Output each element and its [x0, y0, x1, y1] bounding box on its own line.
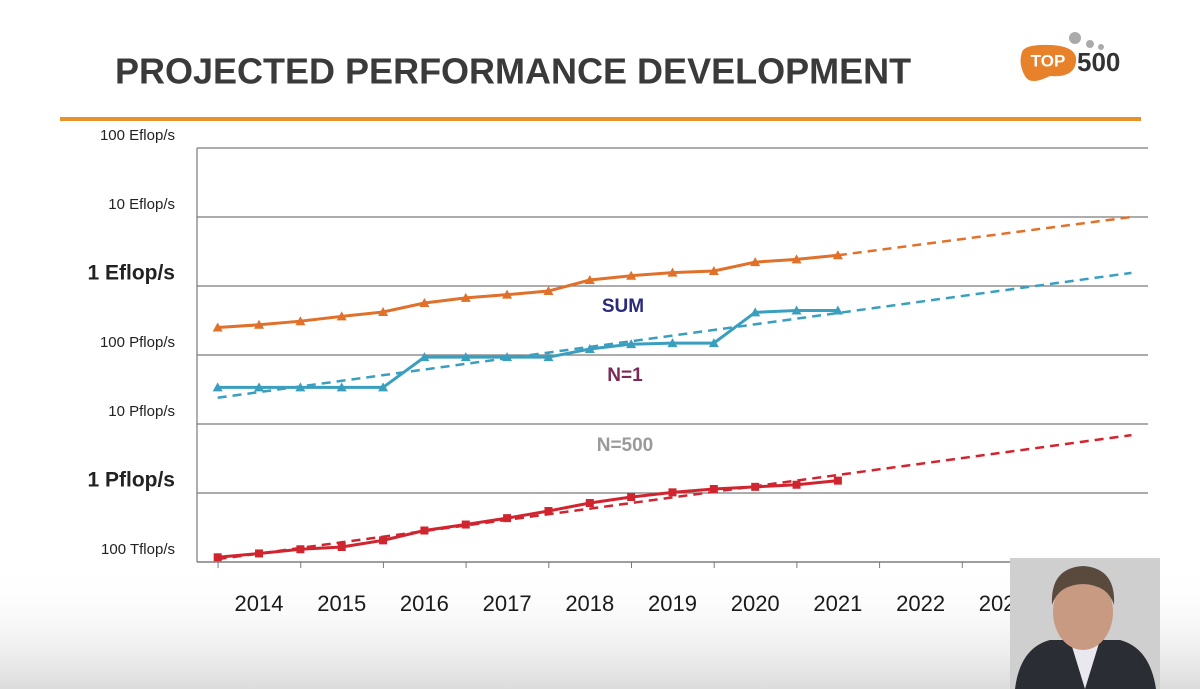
marker — [337, 542, 346, 551]
trend-line — [837, 215, 1132, 257]
x-tick-label: 2019 — [648, 591, 697, 616]
plot: 100 Tflop/s 1 Pflop/s 10 Pflop/s 100 Pflop/… — [0, 127, 1200, 689]
marker — [544, 507, 553, 516]
y-tick-label: 10 Pflop/s — [108, 403, 175, 420]
series-line — [217, 479, 839, 559]
marker — [503, 514, 512, 523]
marker — [419, 352, 430, 362]
series-label: N=1 — [607, 365, 643, 386]
marker — [833, 476, 842, 485]
marker — [213, 553, 222, 562]
marker — [212, 382, 223, 392]
marker — [502, 289, 513, 299]
marker — [295, 382, 306, 392]
marker — [378, 382, 389, 392]
marker — [585, 499, 594, 508]
marker — [460, 352, 471, 362]
marker — [255, 549, 264, 558]
logo-shape — [1020, 44, 1077, 81]
marker — [461, 520, 470, 529]
marker — [668, 488, 677, 497]
slide-title: PROJECTED PERFORMANCE DEVELOPMENT — [115, 51, 911, 92]
marker — [750, 257, 761, 267]
person-face — [1053, 574, 1113, 650]
marker — [750, 307, 761, 317]
y-tick-label: 100 Eflop/s — [100, 127, 175, 144]
y-tick-label: 100 Tflop/s — [101, 541, 175, 558]
logo-text: 500 — [1077, 47, 1120, 77]
series-label: SUM — [602, 296, 644, 317]
webcam — [1010, 558, 1160, 689]
trend-line — [217, 271, 1132, 400]
marker — [832, 305, 843, 315]
marker — [212, 322, 223, 332]
title-rule — [60, 117, 1141, 121]
marker — [420, 526, 429, 535]
logo-dot — [1098, 44, 1104, 50]
marker — [667, 338, 678, 348]
series-line — [217, 253, 839, 330]
marker — [791, 305, 802, 315]
bottom-fade — [0, 565, 1200, 689]
x-tick-label: 2021 — [813, 591, 862, 616]
marker — [751, 482, 760, 491]
y-tick-label: 1 Eflop/s — [87, 262, 175, 285]
trend-line — [217, 433, 1132, 561]
marker — [543, 286, 554, 296]
x-tick-label: 2015 — [317, 591, 366, 616]
person-hair — [1051, 566, 1115, 605]
marker — [667, 267, 678, 277]
y-tick-label: 100 Pflop/s — [100, 334, 175, 351]
marker — [708, 338, 719, 348]
marker — [584, 275, 595, 285]
marker — [543, 352, 554, 362]
marker — [791, 254, 802, 264]
logo: TOP 500 — [1020, 32, 1120, 81]
x-tick-label: 2017 — [483, 591, 532, 616]
x-tick-label: 2014 — [235, 591, 284, 616]
marker — [832, 250, 843, 260]
y-tick-label: 1 Pflop/s — [87, 469, 175, 492]
marker — [792, 480, 801, 489]
marker — [708, 265, 719, 275]
marker — [254, 382, 265, 392]
marker — [584, 343, 595, 353]
marker — [295, 316, 306, 326]
logo-dot — [1069, 32, 1081, 44]
marker — [626, 270, 637, 280]
marker — [378, 306, 389, 316]
y-tick-label: 10 Eflop/s — [108, 196, 175, 213]
marker — [709, 485, 718, 494]
x-tick-label: 2016 — [400, 591, 449, 616]
marker — [502, 352, 513, 362]
marker — [336, 311, 347, 321]
series-label: N=500 — [597, 435, 654, 456]
marker — [419, 298, 430, 308]
marker — [296, 545, 305, 554]
marker — [460, 292, 471, 302]
person-shirt — [1070, 640, 1100, 689]
marker — [379, 536, 388, 545]
x-tick-label: 2022 — [896, 591, 945, 616]
logo-text: TOP — [1031, 51, 1066, 70]
marker — [627, 493, 636, 502]
x-tick-label: 2018 — [565, 591, 614, 616]
marker — [626, 339, 637, 349]
series-line — [217, 308, 838, 389]
logo-dot — [1086, 40, 1094, 48]
x-tick-label: 2020 — [731, 591, 780, 616]
marker — [336, 382, 347, 392]
marker — [254, 319, 265, 329]
